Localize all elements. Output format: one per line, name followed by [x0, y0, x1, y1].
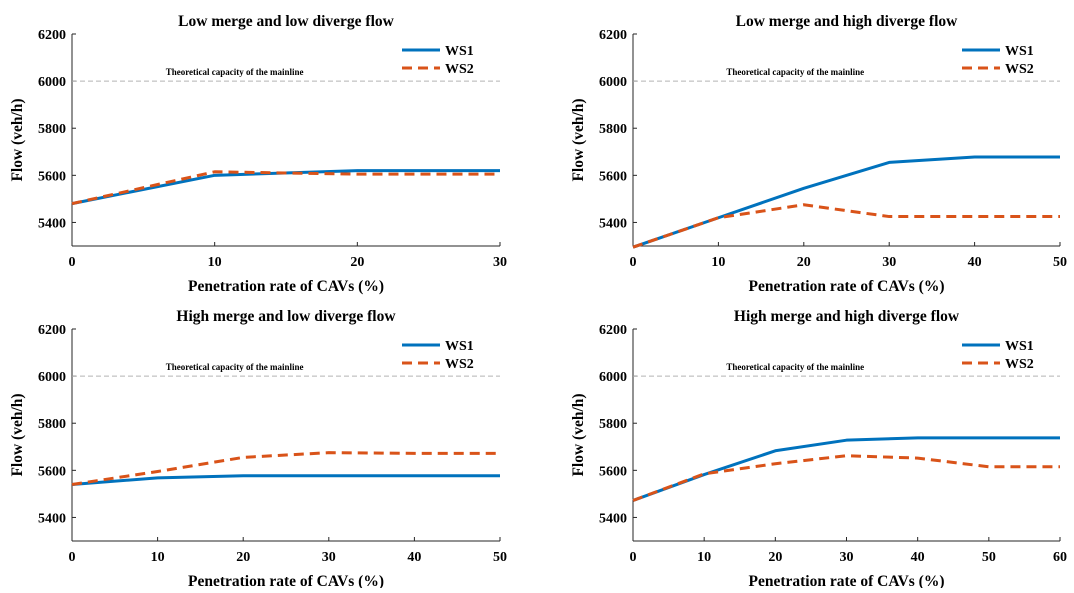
legend-label: WS1 [1005, 44, 1034, 59]
y-tick-label: 6000 [38, 75, 66, 90]
x-axis-label: Penetration rate of CAVs (%) [188, 573, 384, 588]
y-tick-label: 5400 [38, 511, 66, 526]
x-axis-label: Penetration rate of CAVs (%) [188, 278, 384, 295]
series-line-ws2 [633, 205, 1060, 247]
y-tick-label: 6000 [599, 370, 627, 385]
legend-label: WS2 [1005, 357, 1034, 372]
chart-panel-4: High merge and high diverge flow 5400 5600… [570, 308, 1067, 588]
series-line-ws1 [633, 157, 1060, 247]
chart-panel-2: Low merge and high diverge flow 5400 5600 5… [570, 13, 1067, 295]
series-line-ws1 [633, 438, 1060, 501]
x-axis-label: Penetration rate of CAVs (%) [749, 278, 945, 295]
x-tick-label: 30 [493, 255, 507, 270]
y-tick-label: 5400 [599, 511, 627, 526]
chart-title: High merge and high diverge flow [734, 308, 960, 325]
x-tick-label: 20 [350, 255, 364, 270]
x-tick-label: 50 [1053, 255, 1067, 270]
chart-panel-1: Low merge and low diverge flow 5400 5600 58… [9, 13, 507, 295]
x-tick-label: 30 [322, 550, 336, 565]
y-tick-label: 6000 [599, 75, 627, 90]
x-tick-label: 0 [69, 255, 76, 270]
y-tick-label: 6200 [599, 323, 627, 338]
x-tick-label: 30 [840, 550, 854, 565]
x-tick-label: 10 [697, 550, 711, 565]
chart-title: High merge and low diverge flow [176, 308, 396, 325]
x-tick-label: 0 [630, 550, 637, 565]
x-tick-label: 10 [151, 550, 165, 565]
reference-line-label: Theoretical capacity of the mainline [166, 362, 304, 372]
y-tick-label: 5600 [599, 169, 627, 184]
reference-line-label: Theoretical capacity of the mainline [166, 67, 304, 77]
x-tick-label: 30 [882, 255, 896, 270]
series-line-ws1 [72, 476, 500, 485]
x-tick-label: 10 [208, 255, 222, 270]
chart-title: Low merge and low diverge flow [178, 13, 394, 30]
y-axis-label: Flow (veh/h) [9, 393, 26, 476]
legend-label: WS1 [445, 44, 474, 59]
y-tick-label: 5600 [599, 464, 627, 479]
x-tick-label: 0 [69, 550, 76, 565]
y-tick-label: 6200 [38, 28, 66, 43]
y-tick-label: 6000 [38, 370, 66, 385]
x-tick-label: 50 [493, 550, 507, 565]
y-tick-label: 5600 [38, 169, 66, 184]
x-tick-label: 40 [968, 255, 982, 270]
x-tick-label: 0 [630, 255, 637, 270]
x-tick-label: 60 [1053, 550, 1067, 565]
reference-line-label: Theoretical capacity of the mainline [726, 362, 864, 372]
y-axis-label: Flow (veh/h) [9, 98, 26, 181]
x-tick-label: 40 [911, 550, 925, 565]
legend-label: WS2 [445, 357, 474, 372]
legend-label: WS1 [1005, 339, 1034, 354]
y-tick-label: 6200 [599, 28, 627, 43]
x-tick-label: 20 [797, 255, 811, 270]
y-tick-label: 6200 [38, 323, 66, 338]
y-tick-label: 5800 [599, 122, 627, 137]
y-tick-label: 5400 [599, 216, 627, 231]
chart-title: Low merge and high diverge flow [736, 13, 959, 30]
y-tick-label: 5800 [38, 122, 66, 137]
y-tick-label: 5600 [38, 464, 66, 479]
x-tick-label: 20 [768, 550, 782, 565]
x-tick-label: 20 [236, 550, 250, 565]
y-axis-label: Flow (veh/h) [570, 393, 587, 476]
legend-label: WS1 [445, 339, 474, 354]
series-line-ws2 [633, 456, 1060, 501]
y-tick-label: 5800 [599, 417, 627, 432]
x-tick-label: 40 [407, 550, 421, 565]
reference-line-label: Theoretical capacity of the mainline [726, 67, 864, 77]
series-line-ws2 [72, 172, 500, 204]
y-tick-label: 5800 [38, 417, 66, 432]
y-axis-label: Flow (veh/h) [570, 98, 587, 181]
series-line-ws1 [72, 171, 500, 204]
legend-label: WS2 [445, 62, 474, 77]
legend-label: WS2 [1005, 62, 1034, 77]
x-tick-label: 10 [711, 255, 725, 270]
x-tick-label: 50 [982, 550, 996, 565]
x-axis-label: Penetration rate of CAVs (%) [749, 573, 945, 588]
y-tick-label: 5400 [38, 216, 66, 231]
chart-panel-3: High merge and low diverge flow 5400 5600 5… [9, 308, 507, 588]
